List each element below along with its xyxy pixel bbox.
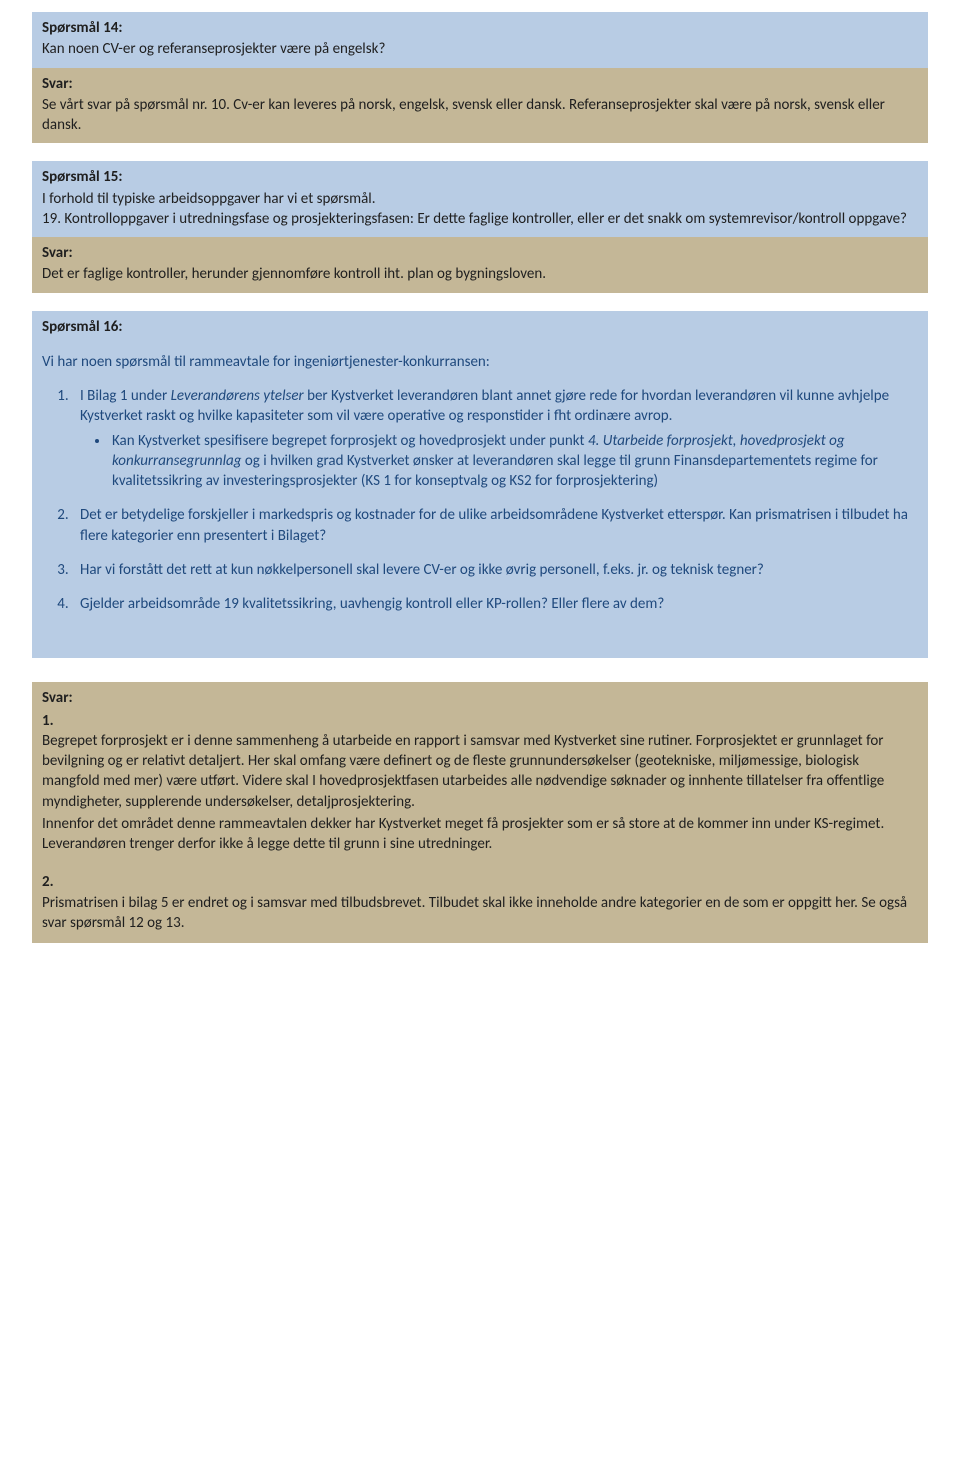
question-14-body: Kan noen CV-er og referanseprosjekter væ… — [42, 39, 918, 59]
answer-16-p2: Innenfor det området denne rammeavtalen … — [42, 814, 918, 855]
answer-16-num2: 2. — [42, 872, 918, 892]
question-15-title: Spørsmål 15: — [42, 167, 918, 187]
question-15-line1: I forhold til typiske arbeidsoppgaver ha… — [42, 189, 918, 209]
q16-item1-italic: Leverandørens ytelser — [171, 387, 304, 405]
question-14: Spørsmål 14: Kan noen CV-er og referanse… — [32, 12, 928, 68]
section-gap — [32, 293, 928, 311]
answer-15-body: Det er faglige kontroller, herunder gjen… — [42, 264, 918, 284]
section-gap — [32, 658, 928, 682]
question-16: Spørsmål 16: Vi har noen spørsmål til ra… — [32, 311, 928, 659]
answer-16-num1: 1. — [42, 711, 918, 731]
question-16-item-4: Gjelder arbeidsområde 19 kvalitetssikrin… — [72, 594, 918, 614]
question-16-intro: Vi har noen spørsmål til rammeavtale for… — [42, 352, 918, 372]
question-15: Spørsmål 15: I forhold til typiske arbei… — [32, 161, 928, 237]
answer-16-p1: Begrepet forprosjekt er i denne sammenhe… — [42, 731, 918, 812]
answer-14-title: Svar: — [42, 74, 918, 94]
section-gap — [32, 143, 928, 161]
answer-14-body: Se vårt svar på spørsmål nr. 10. Cv-er k… — [42, 95, 918, 136]
answer-16-title: Svar: — [42, 688, 918, 708]
question-16-title: Spørsmål 16: — [42, 317, 918, 337]
question-16-list: I Bilag 1 under Leverandørens ytelser be… — [72, 386, 918, 614]
answer-14: Svar: Se vårt svar på spørsmål nr. 10. C… — [32, 68, 928, 144]
question-16-item-2: Det er betydelige forskjeller i markedsp… — [72, 505, 918, 546]
question-16-item-1-sub: Kan Kystverket spesifisere begrepet forp… — [110, 431, 918, 492]
question-16-item-1: I Bilag 1 under Leverandørens ytelser be… — [72, 386, 918, 491]
answer-16: Svar: 1. Begrepet forprosjekt er i denne… — [32, 682, 928, 943]
q16-item1-part-a: I Bilag 1 under — [80, 387, 171, 405]
answer-16-p3: Prismatrisen i bilag 5 er endret og i sa… — [42, 893, 918, 934]
answer-15-title: Svar: — [42, 243, 918, 263]
question-16-item-3: Har vi forstått det rett at kun nøkkelpe… — [72, 560, 918, 580]
answer-15: Svar: Det er faglige kontroller, herunde… — [32, 237, 928, 293]
question-14-title: Spørsmål 14: — [42, 18, 918, 38]
question-15-line2: 19. Kontrolloppgaver i utredningsfase og… — [42, 209, 918, 229]
question-16-item-1-bullet: Kan Kystverket spesifisere begrepet forp… — [110, 431, 918, 492]
q16-sub-a: Kan Kystverket spesifisere begrepet forp… — [112, 432, 588, 450]
